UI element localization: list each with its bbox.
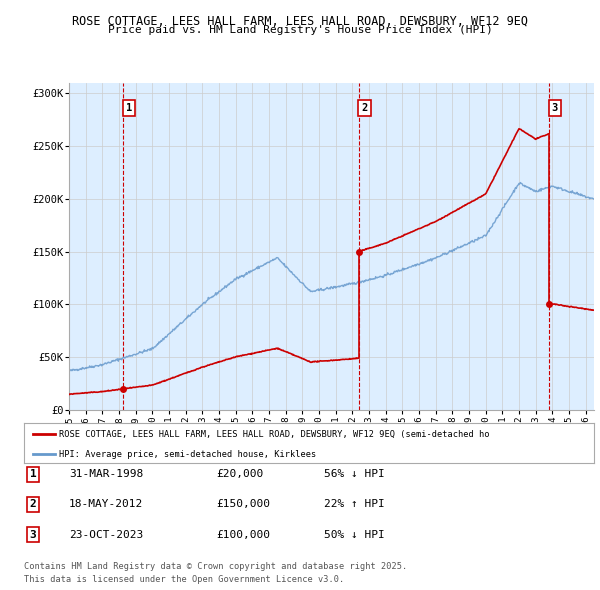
Text: Price paid vs. HM Land Registry's House Price Index (HPI): Price paid vs. HM Land Registry's House …	[107, 25, 493, 35]
Text: £150,000: £150,000	[216, 500, 270, 509]
Text: ROSE COTTAGE, LEES HALL FARM, LEES HALL ROAD, DEWSBURY, WF12 9EQ (semi-detached : ROSE COTTAGE, LEES HALL FARM, LEES HALL …	[59, 430, 490, 439]
Text: 3: 3	[551, 103, 558, 113]
Text: 1: 1	[29, 470, 37, 479]
Text: £100,000: £100,000	[216, 530, 270, 539]
Text: 22% ↑ HPI: 22% ↑ HPI	[324, 500, 385, 509]
Text: 18-MAY-2012: 18-MAY-2012	[69, 500, 143, 509]
Text: 31-MAR-1998: 31-MAR-1998	[69, 470, 143, 479]
Text: £20,000: £20,000	[216, 470, 263, 479]
Text: 2: 2	[29, 500, 37, 509]
Text: 50% ↓ HPI: 50% ↓ HPI	[324, 530, 385, 539]
Text: ROSE COTTAGE, LEES HALL FARM, LEES HALL ROAD, DEWSBURY, WF12 9EQ: ROSE COTTAGE, LEES HALL FARM, LEES HALL …	[72, 15, 528, 28]
Text: This data is licensed under the Open Government Licence v3.0.: This data is licensed under the Open Gov…	[24, 575, 344, 584]
Text: 3: 3	[29, 530, 37, 539]
Text: 56% ↓ HPI: 56% ↓ HPI	[324, 470, 385, 479]
Text: 1: 1	[125, 103, 132, 113]
Text: HPI: Average price, semi-detached house, Kirklees: HPI: Average price, semi-detached house,…	[59, 450, 317, 459]
Text: 2: 2	[361, 103, 367, 113]
Text: 23-OCT-2023: 23-OCT-2023	[69, 530, 143, 539]
Text: Contains HM Land Registry data © Crown copyright and database right 2025.: Contains HM Land Registry data © Crown c…	[24, 562, 407, 571]
